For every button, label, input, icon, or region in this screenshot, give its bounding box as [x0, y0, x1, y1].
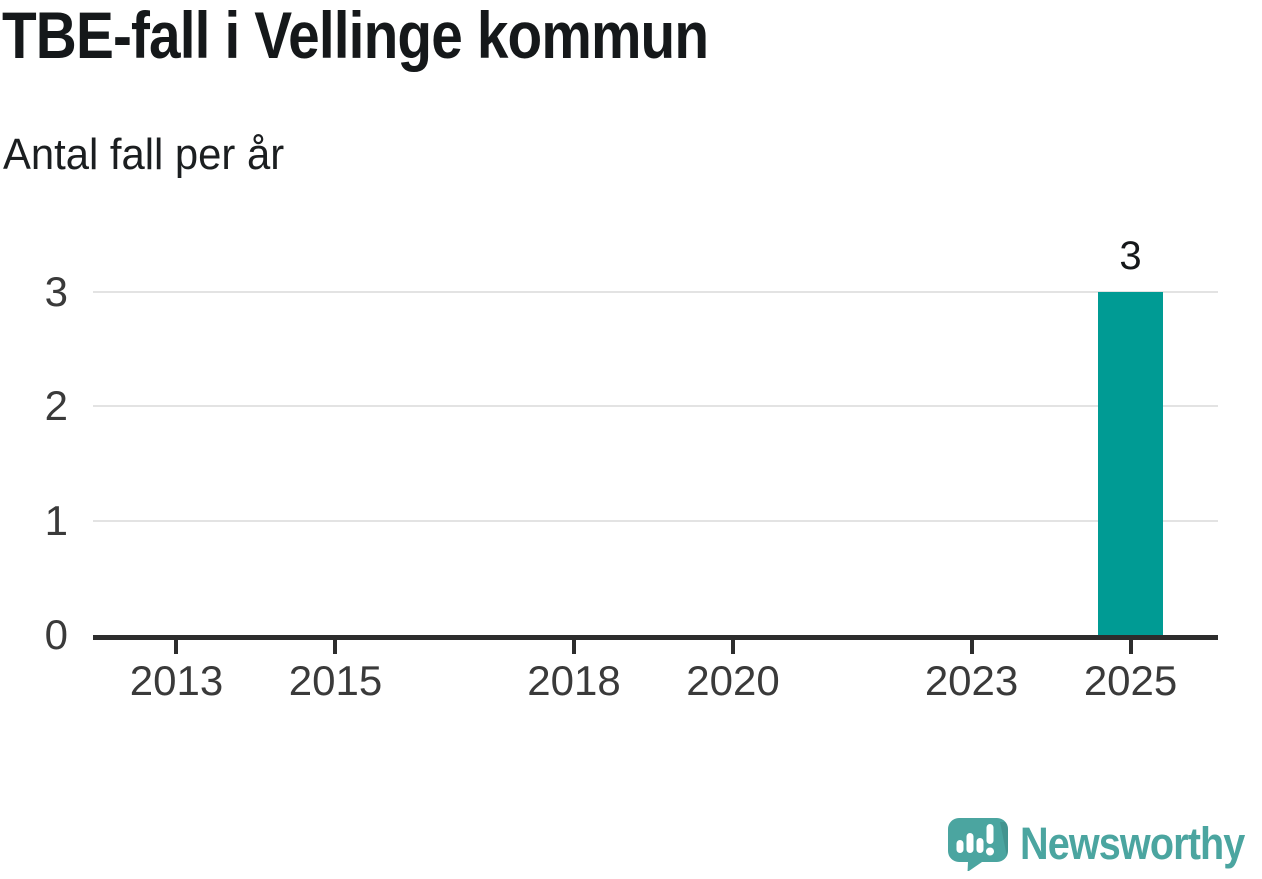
exclamation-dot — [986, 847, 994, 856]
x-tick-2025 — [1128, 640, 1133, 654]
chart-title: TBE-fall i Vellinge kommun — [2, 0, 709, 72]
x-tick-label-2023: 2023 — [924, 657, 1019, 704]
exclamation-bar — [986, 824, 994, 844]
x-tick-label-2015: 2015 — [288, 657, 383, 704]
chart-subtitle: Antal fall per år — [3, 130, 285, 179]
x-tick-2013 — [174, 640, 179, 654]
gridline-y-2 — [93, 405, 1218, 408]
y-tick-label-1: 1 — [44, 496, 68, 544]
x-tick-2023 — [969, 640, 974, 654]
x-tick-label-2013: 2013 — [129, 657, 224, 704]
y-axis-labels: 0 1 2 3 — [0, 271, 70, 656]
x-tick-label-2025: 2025 — [1083, 657, 1178, 704]
newsworthy-logo-icon — [948, 818, 1008, 871]
newsworthy-logo-text: Newsworthy — [1020, 818, 1245, 869]
plot-area: 3 — [93, 236, 1218, 640]
gridline-y-3 — [93, 291, 1218, 293]
bar-2025 — [1098, 292, 1164, 635]
y-tick-label-2: 2 — [44, 382, 68, 430]
chart-bar-tall — [966, 833, 974, 853]
x-axis: 2013 2015 2018 2020 2023 2025 — [93, 640, 1218, 720]
x-tick-2018 — [572, 640, 576, 654]
branding: Newsworthy — [948, 817, 1262, 871]
bar-value-label-2025: 3 — [1119, 234, 1142, 278]
x-tick-label-2020: 2020 — [686, 657, 780, 704]
x-tick-label-2018: 2018 — [527, 657, 621, 704]
gridline-y-1 — [93, 519, 1218, 522]
chart-bar-medium — [976, 838, 984, 853]
chart-bar-small — [956, 840, 964, 853]
y-tick-label-3: 3 — [44, 268, 68, 315]
y-tick-label-0: 0 — [44, 611, 68, 658]
x-tick-2015 — [333, 640, 338, 654]
x-tick-2020 — [731, 640, 736, 654]
